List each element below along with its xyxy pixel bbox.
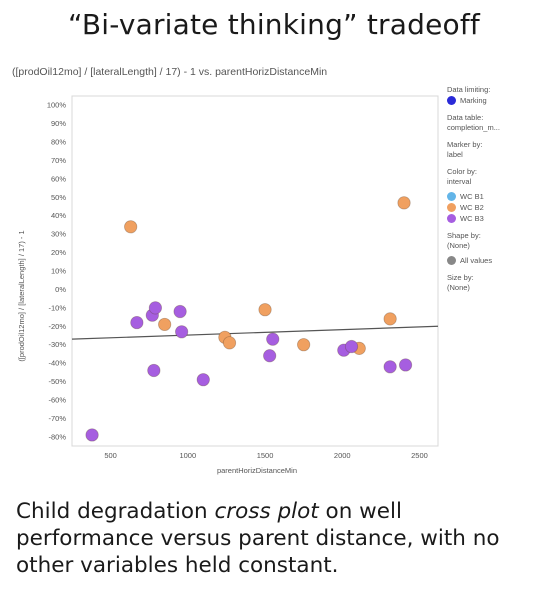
y-tick-label: 20% xyxy=(51,248,66,257)
x-tick-label: 1000 xyxy=(179,451,196,460)
legend-marking-label: Marking xyxy=(460,96,487,105)
legend-all-values-label: All values xyxy=(460,256,493,265)
y-tick-label: -80% xyxy=(48,432,66,441)
data-point[interactable] xyxy=(85,428,99,442)
data-point[interactable] xyxy=(175,325,189,339)
y-tick-label: 10% xyxy=(51,267,66,276)
marking-dot-icon xyxy=(447,96,456,105)
y-tick-label: 70% xyxy=(51,156,66,165)
data-point[interactable] xyxy=(258,303,272,317)
y-tick-label: 50% xyxy=(51,193,66,202)
data-point[interactable] xyxy=(344,339,359,354)
y-tick-label: 60% xyxy=(51,174,66,183)
x-axis-title: parentHorizDistanceMin xyxy=(217,466,297,475)
data-point[interactable] xyxy=(124,220,138,234)
data-point[interactable] xyxy=(266,332,280,346)
data-point[interactable] xyxy=(397,196,411,210)
legend-marking-item[interactable]: Marking xyxy=(447,95,542,106)
x-tick-label: 2500 xyxy=(411,451,428,460)
x-axis-ticks: 500 1000 1500 2000 2500 xyxy=(104,451,427,460)
y-tick-label: 30% xyxy=(51,230,66,239)
y-axis-ticks: 100% 90% 80% 70% 60% 50% 40% 30% 20% 10% 0% -10% -20… xyxy=(47,101,67,442)
legend-color-swatch-icon xyxy=(447,203,456,212)
y-tick-label: -30% xyxy=(48,340,66,349)
data-point[interactable] xyxy=(383,360,397,374)
legend-size-by-title: Size by: xyxy=(447,273,474,282)
legend-shape-by-value[interactable]: (None) xyxy=(447,241,470,250)
data-point[interactable] xyxy=(196,373,210,387)
caption-text-end: on well performance versus parent distan… xyxy=(16,499,500,578)
data-point[interactable] xyxy=(130,315,144,330)
legend-marker-by-title: Marker by: xyxy=(447,140,483,149)
legend-color-item[interactable]: WC B2 xyxy=(447,202,542,213)
legend-size-by-value[interactable]: (None) xyxy=(447,283,470,292)
x-tick-label: 1500 xyxy=(257,451,274,460)
legend-color-by-value[interactable]: interval xyxy=(447,177,472,186)
chart-title: ([prodOil12mo] / [lateralLength] / 17) -… xyxy=(12,66,328,78)
plot-frame xyxy=(71,95,439,447)
caption-emphasis: cross plot xyxy=(214,499,319,524)
data-point[interactable] xyxy=(222,336,237,350)
legend-color-by-title: Color by: xyxy=(447,167,478,176)
legend-color-item[interactable]: WC B1 xyxy=(447,191,542,202)
data-points[interactable] xyxy=(85,196,413,442)
chart-panel: ([prodOil12mo] / [lateralLength] / 17) -… xyxy=(10,66,540,486)
y-tick-label: -70% xyxy=(48,414,66,423)
y-axis-title: ([prodOil12mo] / [lateralLength] / 17) -… xyxy=(17,230,26,361)
legend-data-table-title: Data table: xyxy=(447,113,484,122)
data-point[interactable] xyxy=(297,338,311,352)
legend-color-item[interactable]: WC B3 xyxy=(447,213,542,224)
legend-color-items: WC B1 WC B2 WC B3 xyxy=(447,191,542,224)
y-tick-label: 40% xyxy=(51,211,66,220)
y-tick-label: -60% xyxy=(48,395,66,404)
legend-color-item-label: WC B1 xyxy=(460,192,484,201)
legend-color-swatch-icon xyxy=(447,192,456,201)
y-tick-label: 90% xyxy=(51,119,66,128)
legend-shape-by-title: Shape by: xyxy=(447,231,481,240)
x-tick-label: 500 xyxy=(104,451,117,460)
legend-data-limiting-title: Data limiting: xyxy=(447,85,491,94)
caption-text-start: Child degradation xyxy=(16,499,215,524)
y-tick-label: -10% xyxy=(48,303,66,312)
legend-color-item-label: WC B3 xyxy=(460,214,484,223)
data-point[interactable] xyxy=(383,312,397,326)
y-tick-label: 80% xyxy=(51,138,66,147)
x-tick-label: 2000 xyxy=(334,451,351,460)
y-tick-label: 100% xyxy=(47,101,67,110)
all-values-dot-icon xyxy=(447,256,456,265)
y-tick-label: -20% xyxy=(48,322,66,331)
scatter-plot[interactable]: 100% 90% 80% 70% 60% 50% 40% 30% 20% 10% 0% -10% -20… xyxy=(10,66,442,486)
legend-color-item-label: WC B2 xyxy=(460,203,484,212)
trend-line-group xyxy=(71,325,439,340)
data-point[interactable] xyxy=(398,358,413,372)
legend-marker-by-value[interactable]: label xyxy=(447,150,463,159)
legend-all-values-item[interactable]: All values xyxy=(447,255,542,266)
data-point[interactable] xyxy=(158,317,172,332)
y-tick-label: -40% xyxy=(48,359,66,368)
data-point[interactable] xyxy=(147,363,161,378)
legend-data-table-value[interactable]: completion_m... xyxy=(447,123,500,132)
data-point[interactable] xyxy=(173,304,187,319)
y-tick-label: 0% xyxy=(55,285,66,294)
slide-caption: Child degradation cross plot on well per… xyxy=(16,498,536,579)
trend-line xyxy=(71,325,439,340)
legend-panel: Data limiting: Marking Data table: compl… xyxy=(447,85,542,293)
data-point[interactable] xyxy=(148,301,162,315)
legend-color-swatch-icon xyxy=(447,214,456,223)
data-point[interactable] xyxy=(263,349,277,363)
slide-title: “Bi-variate thinking” tradeoff xyxy=(68,8,480,41)
plot-area xyxy=(71,95,439,447)
y-tick-label: -50% xyxy=(48,377,66,386)
